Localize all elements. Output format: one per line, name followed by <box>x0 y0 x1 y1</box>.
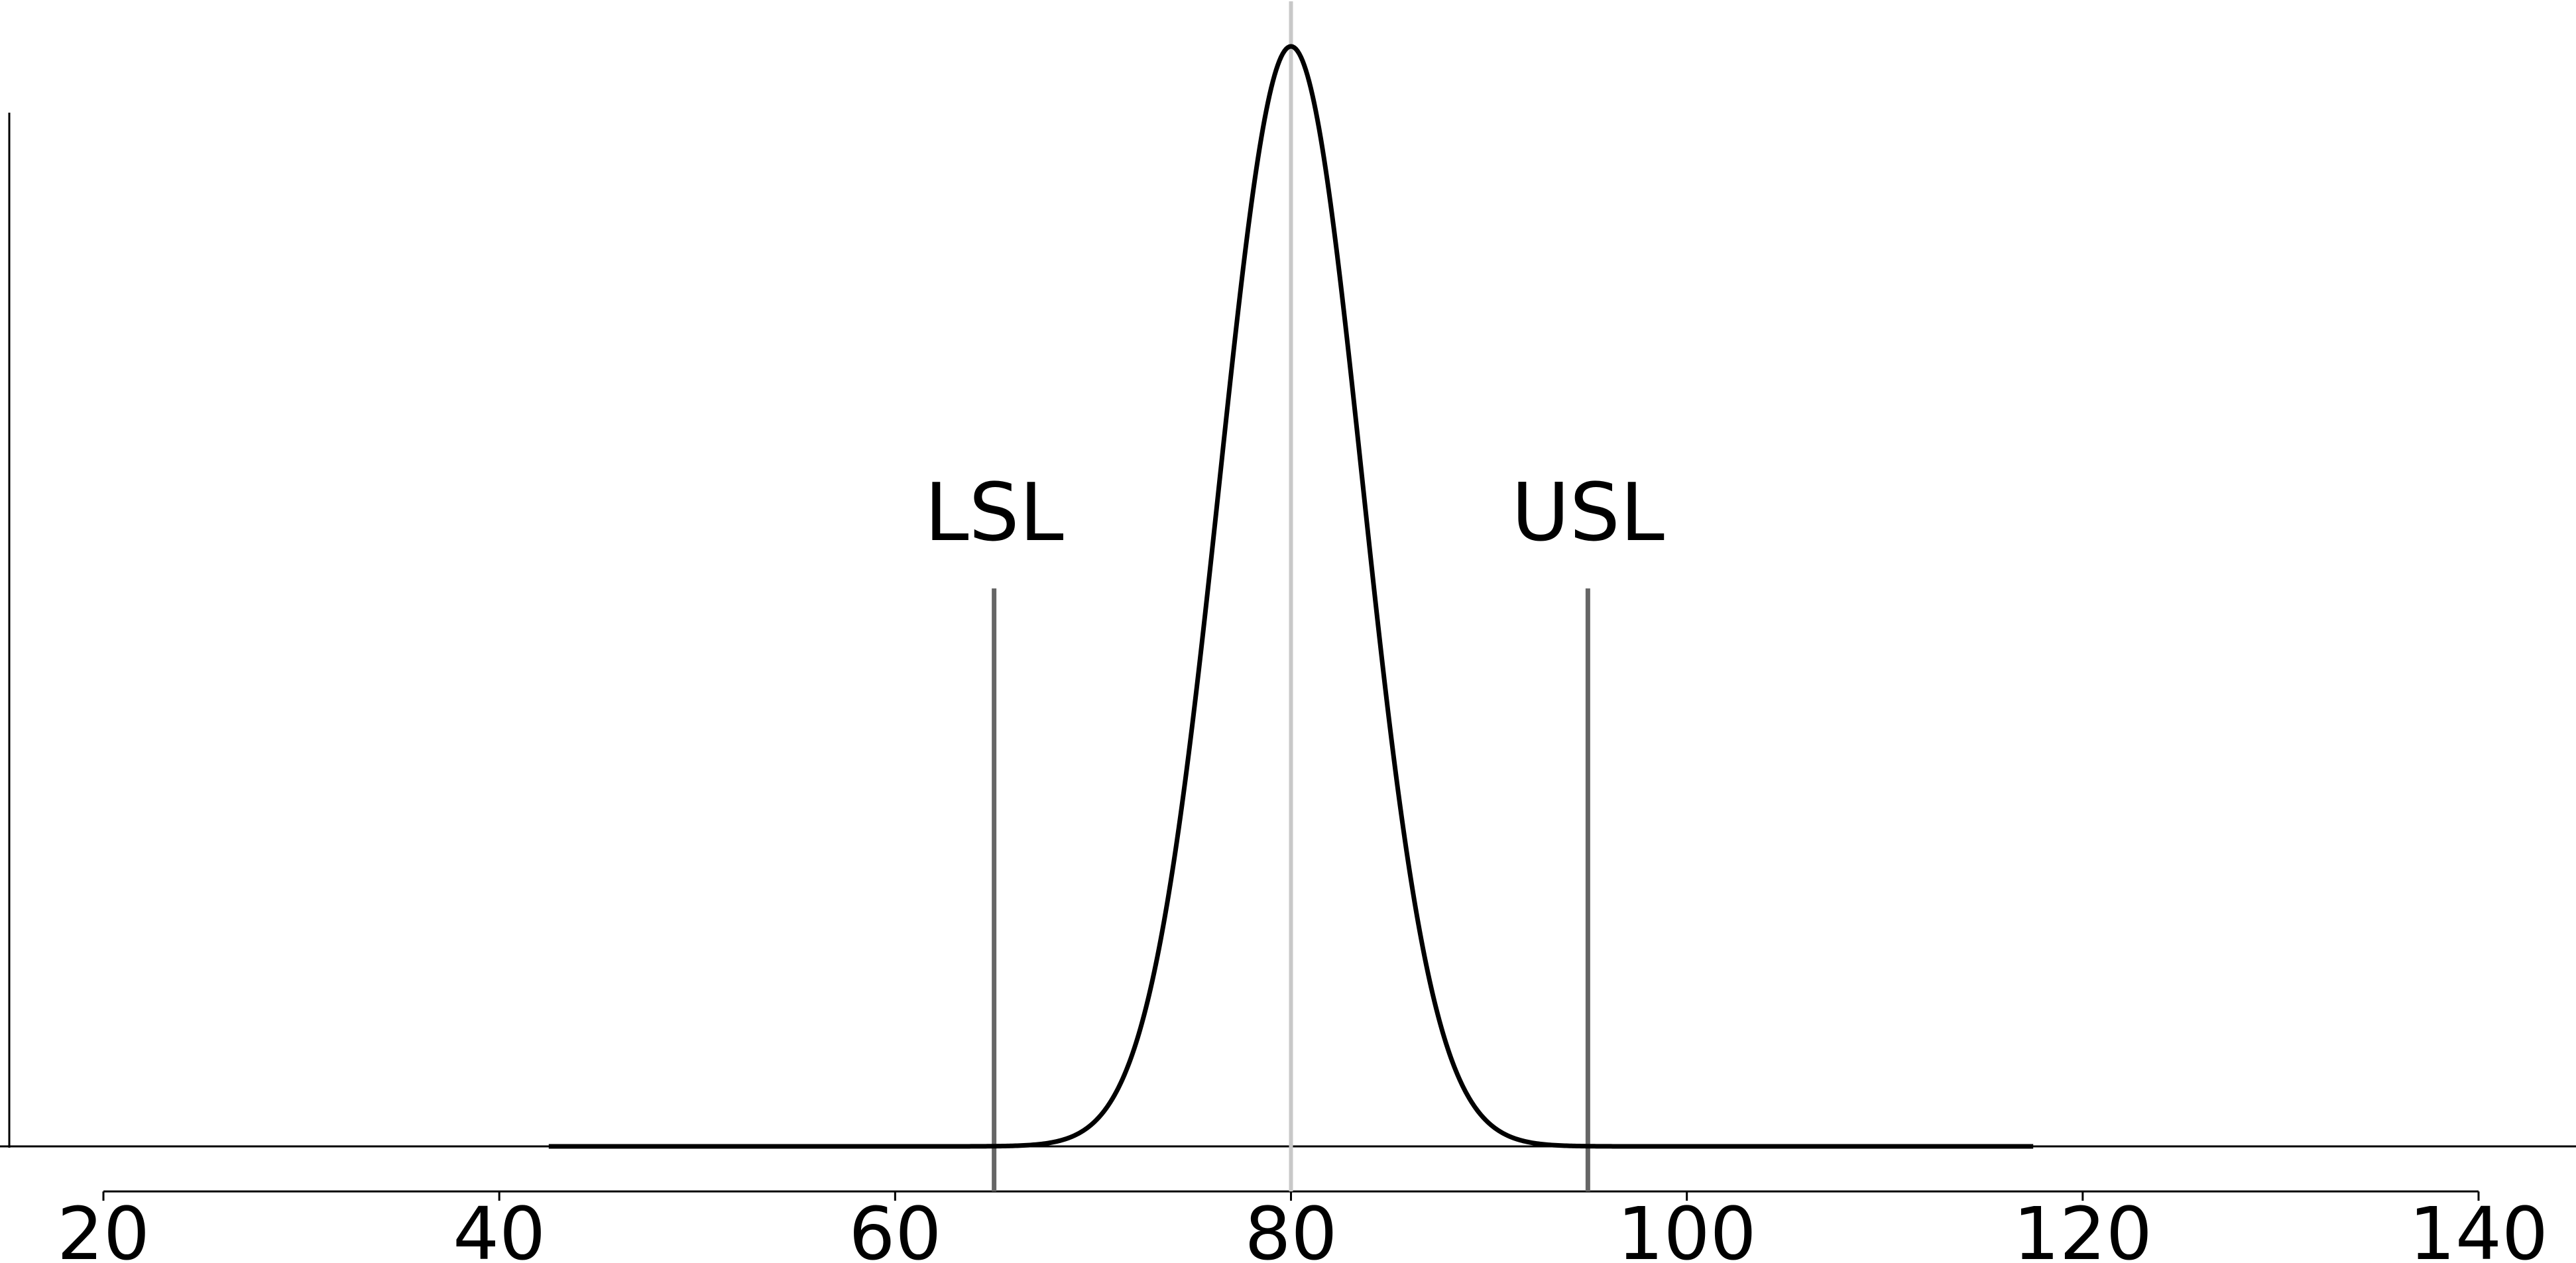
lsl-label: LSL <box>925 467 1064 559</box>
x-tick-label: 120 <box>2013 1191 2152 1260</box>
x-axis-ticks: 20 40 60 80 100 120 140 <box>57 1191 2548 1263</box>
x-tick-label: 140 <box>2409 1191 2548 1260</box>
x-tick-label: 60 <box>849 1191 941 1260</box>
x-tick-label: 40 <box>453 1191 546 1260</box>
reference-lines <box>992 1 1590 1191</box>
usl-label: USL <box>1511 467 1665 559</box>
x-tick-label: 80 <box>1245 1191 1338 1260</box>
limit-labels: LSL USL <box>925 467 1665 559</box>
series-layer <box>548 44 2034 1149</box>
x-tick-label: 100 <box>1617 1191 1757 1260</box>
distribution-curve <box>548 44 2034 1149</box>
x-tick-label: 20 <box>57 1191 150 1260</box>
